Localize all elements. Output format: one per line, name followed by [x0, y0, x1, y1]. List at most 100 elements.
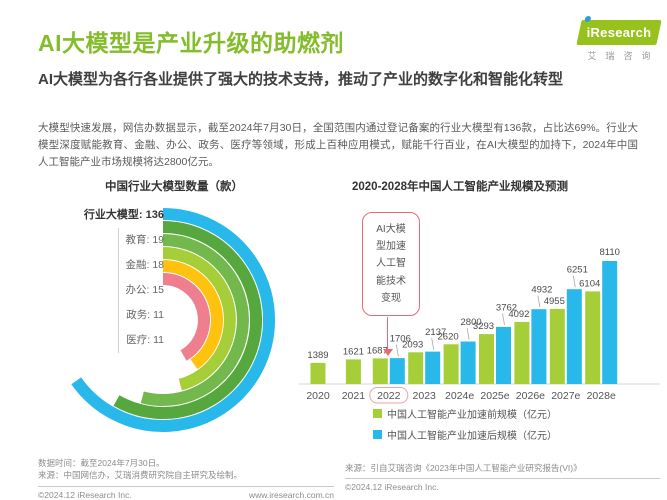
bar-pre-2027e: [549, 308, 565, 384]
list-item: 医疗11: [119, 328, 164, 353]
bar-pre-2021: [345, 359, 361, 384]
arc-total-label: 行业大模型136: [72, 206, 164, 222]
callout-line: 变现: [381, 292, 401, 304]
value-label-pre-2027e: 4955: [544, 296, 565, 307]
value-label-pre-2025e: 3293: [473, 321, 494, 332]
legend-label: 中国人工智能产业加速后规模（亿元）: [387, 431, 557, 442]
arc-total-value: 136: [145, 209, 164, 221]
arc-item-list: 教育19 金融18 办公15 政务11 医疗11: [118, 228, 164, 353]
value-label-post-2022: 1706: [390, 334, 411, 345]
callout-line: 人工智: [376, 258, 406, 270]
value-label-pre-2020: 1389: [307, 350, 328, 361]
footer-right: 来源：引自艾瑞咨询《2023年中国人工智能产业研究报告(VI)》 ©2024.1…: [345, 462, 660, 492]
highlight-ring-2022: [369, 387, 409, 404]
x-tick-2024e: 2024e: [445, 390, 474, 402]
logo-brand: iResearch: [586, 25, 652, 40]
callout-line: 型加速: [376, 241, 406, 253]
value-label-post-2023: 2137: [425, 327, 446, 338]
legend-swatch-green: [373, 409, 382, 418]
callout-line: AI大模: [376, 224, 406, 235]
value-label-post-2027e: 6251: [567, 265, 588, 276]
bar-post-2022: [389, 358, 405, 384]
value-label-post-2025e: 3762: [496, 302, 517, 313]
footer-left: 数据时间：截至2024年7月30日。 来源：中国网信办，艾瑞消费研究院自主研究及…: [38, 457, 334, 500]
copyright: ©2024.12 iResearch Inc.: [38, 489, 132, 500]
footer-divider: [38, 485, 334, 487]
bar-pre-2028e: [585, 291, 601, 384]
website-url: www.iresearch.com.cn: [248, 489, 334, 500]
bar-post-2026e: [531, 309, 547, 384]
legend-item-pre: 中国人工智能产业加速前规模（亿元）: [373, 406, 557, 421]
arc-ring-医疗: [162, 273, 210, 361]
leader-line-2025e: [502, 313, 505, 325]
legend-item-post: 中国人工智能产业加速后规模（亿元）: [373, 427, 557, 442]
leader-line-2022: [395, 344, 399, 357]
callout-arrow-line: [387, 317, 388, 349]
bar-post-2025e: [496, 326, 511, 384]
arc-ring-教育: [113, 221, 263, 419]
copyright: ©2024.12 iResearch Inc.: [345, 482, 439, 493]
arc-ring-办公: [162, 247, 236, 391]
annotation-callout: AI大模 型加速 人工智 能技术 变现: [362, 212, 420, 316]
value-label-pre-2028e: 6104: [579, 278, 600, 289]
bar-pre-2022: [372, 358, 388, 384]
callout-arrow-icon: [383, 349, 393, 356]
bar-pre-2025e: [479, 334, 494, 384]
legend-swatch-blue: [373, 430, 382, 439]
x-tick-2022: 2022: [377, 390, 401, 402]
arc-ring-政务: [162, 260, 223, 370]
industry-model-arc-chart: [71, 208, 275, 432]
legend-label: 中国人工智能产业加速前规模（亿元）: [387, 410, 557, 421]
list-item: 金融18: [119, 253, 164, 278]
leader-line-2024e: [466, 327, 470, 340]
bar-pre-2024e: [443, 344, 459, 384]
bar-post-2024e: [460, 341, 476, 384]
arc-ring-行业大模型: [71, 208, 275, 432]
iresearch-logo: iResearch 艾瑞咨询: [576, 16, 662, 62]
callout-line: 能技术: [376, 275, 406, 287]
x-tick-2020: 2020: [306, 390, 330, 402]
data-time-note: 数据时间：截至2024年7月30日。: [38, 458, 165, 468]
value-label-pre-2023: 2093: [402, 339, 423, 350]
list-item: 政务11: [119, 303, 164, 328]
logo-brand-cn: 艾瑞咨询: [587, 51, 660, 61]
x-tick-2025e: 2025e: [480, 390, 509, 402]
page-title: AI大模型是产业升级的助燃剂: [38, 30, 344, 56]
value-label-post-2024e: 2800: [461, 317, 482, 328]
bar-post-2023: [425, 351, 441, 384]
bar-chart-legend: 中国人工智能产业加速前规模（亿元） 中国人工智能产业加速后规模（亿元）: [373, 406, 557, 448]
logo-plate: iResearch: [576, 16, 662, 45]
bar-pre-2023: [408, 352, 424, 384]
value-label-post-2026e: 4932: [531, 285, 552, 296]
arc-total-name: 行业大模型: [84, 209, 146, 221]
x-tick-2021: 2021: [342, 390, 366, 402]
arc-chart-label-block: 行业大模型136 教育19 金融18 办公15 政务11 医疗11: [72, 206, 164, 353]
intro-paragraph: 大模型快速发展，网信办数据显示，截至2024年7月30日，全国范围内通过登记备案…: [38, 122, 638, 168]
source-note: 来源：引自艾瑞咨询《2023年中国人工智能产业研究报告(VI)》: [345, 463, 582, 473]
arc-ring-金融: [140, 234, 249, 406]
right-chart-title: 2020-2028年中国人工智能产业规模及预测: [352, 181, 568, 193]
value-label-pre-2021: 1621: [343, 346, 364, 357]
page-subtitle: AI大模型为各行各业提供了强大的技术支持，推动了产业的数字化和智能化转型: [38, 71, 564, 88]
left-chart-title: 中国行业大模型数量（款）: [105, 181, 243, 193]
footer-divider: [345, 478, 660, 480]
source-note: 来源：中国网信办，艾瑞消费研究院自主研究及绘制。: [38, 470, 243, 481]
value-label-post-2028e: 8110: [599, 247, 619, 258]
value-label-pre-2024e: 2620: [438, 331, 459, 342]
bar-post-2028e: [602, 261, 618, 384]
x-tick-2028e: 2028e: [587, 390, 616, 402]
bar-post-2027e: [566, 289, 582, 384]
leader-line-2026e: [537, 295, 541, 308]
bar-pre-2026e: [514, 321, 530, 384]
value-label-pre-2026e: 4092: [508, 309, 529, 320]
leader-line-2027e: [572, 275, 576, 288]
x-tick-2023: 2023: [413, 390, 437, 402]
value-label-pre-2022: 1687: [367, 345, 388, 356]
list-item: 办公15: [119, 278, 164, 303]
bar-pre-2020: [310, 362, 326, 384]
list-item: 教育19: [119, 228, 164, 253]
x-tick-2026e: 2026e: [516, 390, 545, 402]
x-tick-2027e: 2027e: [551, 390, 580, 402]
leader-line-2023: [431, 338, 435, 350]
